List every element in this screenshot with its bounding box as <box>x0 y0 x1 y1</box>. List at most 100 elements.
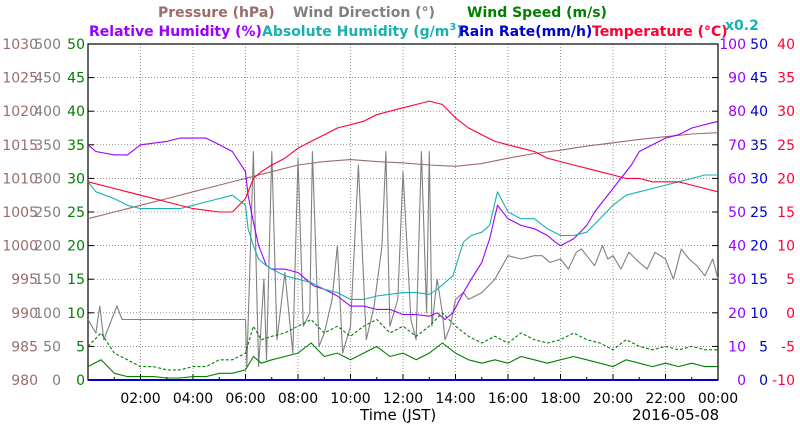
pressure-tick-label: 1010 <box>2 171 38 187</box>
x-axis-label: Time (JST) <box>359 406 436 424</box>
wind-direction-tick-label: 300 <box>34 171 61 187</box>
rain-rate-tick-label: 30 <box>750 171 768 187</box>
humidity-tick-label: 30 <box>728 272 746 288</box>
rain-rate-tick-label: 15 <box>750 272 768 288</box>
rain-rate-tick-label: 35 <box>750 138 768 154</box>
wind-speed-tick-label: 30 <box>67 171 85 187</box>
wind-direction-tick-label: 0 <box>52 373 61 389</box>
rain-rate-tick-label: 40 <box>750 104 768 120</box>
rain-rate-tick-label: 5 <box>759 339 768 355</box>
temperature-tick-label: 20 <box>777 171 795 187</box>
pressure-tick-label: 1005 <box>2 205 38 221</box>
x-tick-label: 10:00 <box>330 391 370 407</box>
temperature-tick-label: 0 <box>786 306 795 322</box>
x-tick-label: 08:00 <box>278 391 318 407</box>
x-tick-label: 16:00 <box>488 391 528 407</box>
x-tick-label: 02:00 <box>120 391 160 407</box>
wind-speed-tick-label: 35 <box>67 138 85 154</box>
wind-direction-tick-label: 500 <box>34 37 61 53</box>
legend-rain-rate: Rain Rate(mm/h) <box>459 24 592 40</box>
wind-direction-tick-label: 100 <box>34 306 61 322</box>
legend-pressure: Pressure (hPa) <box>158 5 275 21</box>
series-wind-gust <box>87 312 718 371</box>
wind-speed-tick-label: 15 <box>67 272 85 288</box>
rain-rate-tick-label: 45 <box>750 71 768 87</box>
wind-speed-tick-label: 5 <box>76 339 85 355</box>
temperature-tick-label: 10 <box>777 239 795 255</box>
humidity-tick-label: 100 <box>719 37 746 53</box>
wind-direction-tick-label: 50 <box>43 339 61 355</box>
humidity-tick-label: 0 <box>737 373 746 389</box>
series-temperature <box>87 100 719 213</box>
rain-rate-tick-label: 10 <box>750 306 768 322</box>
legend-wind-direction: Wind Direction (°) <box>293 5 435 21</box>
series-pressure <box>87 132 719 220</box>
pressure-tick-label: 990 <box>11 306 38 322</box>
x-tick-label: 14:00 <box>435 391 475 407</box>
x-tick-label: 04:00 <box>173 391 213 407</box>
wind-speed-tick-label: 25 <box>67 205 85 221</box>
legend-x02: x0.2 <box>725 18 759 34</box>
pressure-tick-label: 1030 <box>2 37 38 53</box>
pressure-tick-label: 1015 <box>2 138 38 154</box>
legend-absolute-humidity: Absolute Humidity (g/m3) <box>262 22 463 40</box>
temperature-tick-label: 5 <box>786 272 795 288</box>
humidity-tick-label: 50 <box>728 205 746 221</box>
temperature-tick-label: -5 <box>781 339 795 355</box>
wind-direction-tick-label: 250 <box>34 205 61 221</box>
gridlines <box>88 44 718 380</box>
humidity-tick-label: 70 <box>728 138 746 154</box>
pressure-tick-label: 1000 <box>2 239 38 255</box>
wind-direction-tick-label: 150 <box>34 272 61 288</box>
series-relative-humidity <box>87 120 719 321</box>
temperature-tick-label: 35 <box>777 71 795 87</box>
pressure-tick-label: 980 <box>11 373 38 389</box>
wind-speed-tick-label: 40 <box>67 104 85 120</box>
x-tick-label: 00:00 <box>698 391 738 407</box>
temperature-tick-label: 40 <box>777 37 795 53</box>
series-absolute-humidity <box>87 174 718 300</box>
rain-rate-tick-label: 50 <box>750 37 768 53</box>
legend-absolute-humidity-sup: 3 <box>449 22 456 33</box>
humidity-tick-label: 60 <box>728 171 746 187</box>
wind-direction-tick-label: 400 <box>34 104 61 120</box>
humidity-tick-label: 20 <box>728 306 746 322</box>
rain-rate-tick-label: 20 <box>750 239 768 255</box>
wind-speed-tick-label: 50 <box>67 37 85 53</box>
legend-absolute-humidity-close: ) <box>456 24 462 40</box>
humidity-tick-label: 80 <box>728 104 746 120</box>
wind-speed-tick-label: 20 <box>67 239 85 255</box>
pressure-tick-label: 995 <box>11 272 38 288</box>
rain-rate-tick-label: 25 <box>750 205 768 221</box>
legend-temperature: Temperature (°C) <box>592 24 728 40</box>
temperature-tick-label: -10 <box>772 373 795 389</box>
temperature-tick-label: 15 <box>777 205 795 221</box>
series-wind-direction <box>87 150 719 368</box>
pressure-tick-label: 1025 <box>2 71 38 87</box>
axis-tick-labels: 02:00 04:00 06:00 08:00 10:00 12:00 14:00 16:00… <box>2 37 795 407</box>
temperature-tick-label: 30 <box>777 104 795 120</box>
legend-wind-speed: Wind Speed (m/s) <box>467 5 607 21</box>
wind-speed-tick-label: 10 <box>67 306 85 322</box>
x-tick-label: 22:00 <box>645 391 685 407</box>
temperature-tick-label: 25 <box>777 138 795 154</box>
humidity-tick-label: 10 <box>728 339 746 355</box>
wind-speed-tick-label: 0 <box>76 373 85 389</box>
data-series <box>87 100 719 381</box>
pressure-tick-label: 985 <box>11 339 38 355</box>
wind-direction-tick-label: 200 <box>34 239 61 255</box>
x-tick-label: 20:00 <box>593 391 633 407</box>
x-tick-label: 12:00 <box>383 391 423 407</box>
rain-rate-tick-label: 0 <box>759 373 768 389</box>
wind-direction-tick-label: 450 <box>34 71 61 87</box>
humidity-tick-label: 90 <box>728 71 746 87</box>
x-tick-label: 18:00 <box>540 391 580 407</box>
legend-absolute-humidity-label: Absolute Humidity (g/m <box>262 24 449 40</box>
wind-direction-tick-label: 350 <box>34 138 61 154</box>
humidity-tick-label: 40 <box>728 239 746 255</box>
x-tick-label: 06:00 <box>225 391 265 407</box>
chart-date: 2016-05-08 <box>632 406 719 424</box>
legend-relative-humidity: Relative Humidity (%) <box>89 24 262 40</box>
pressure-tick-label: 1020 <box>2 104 38 120</box>
